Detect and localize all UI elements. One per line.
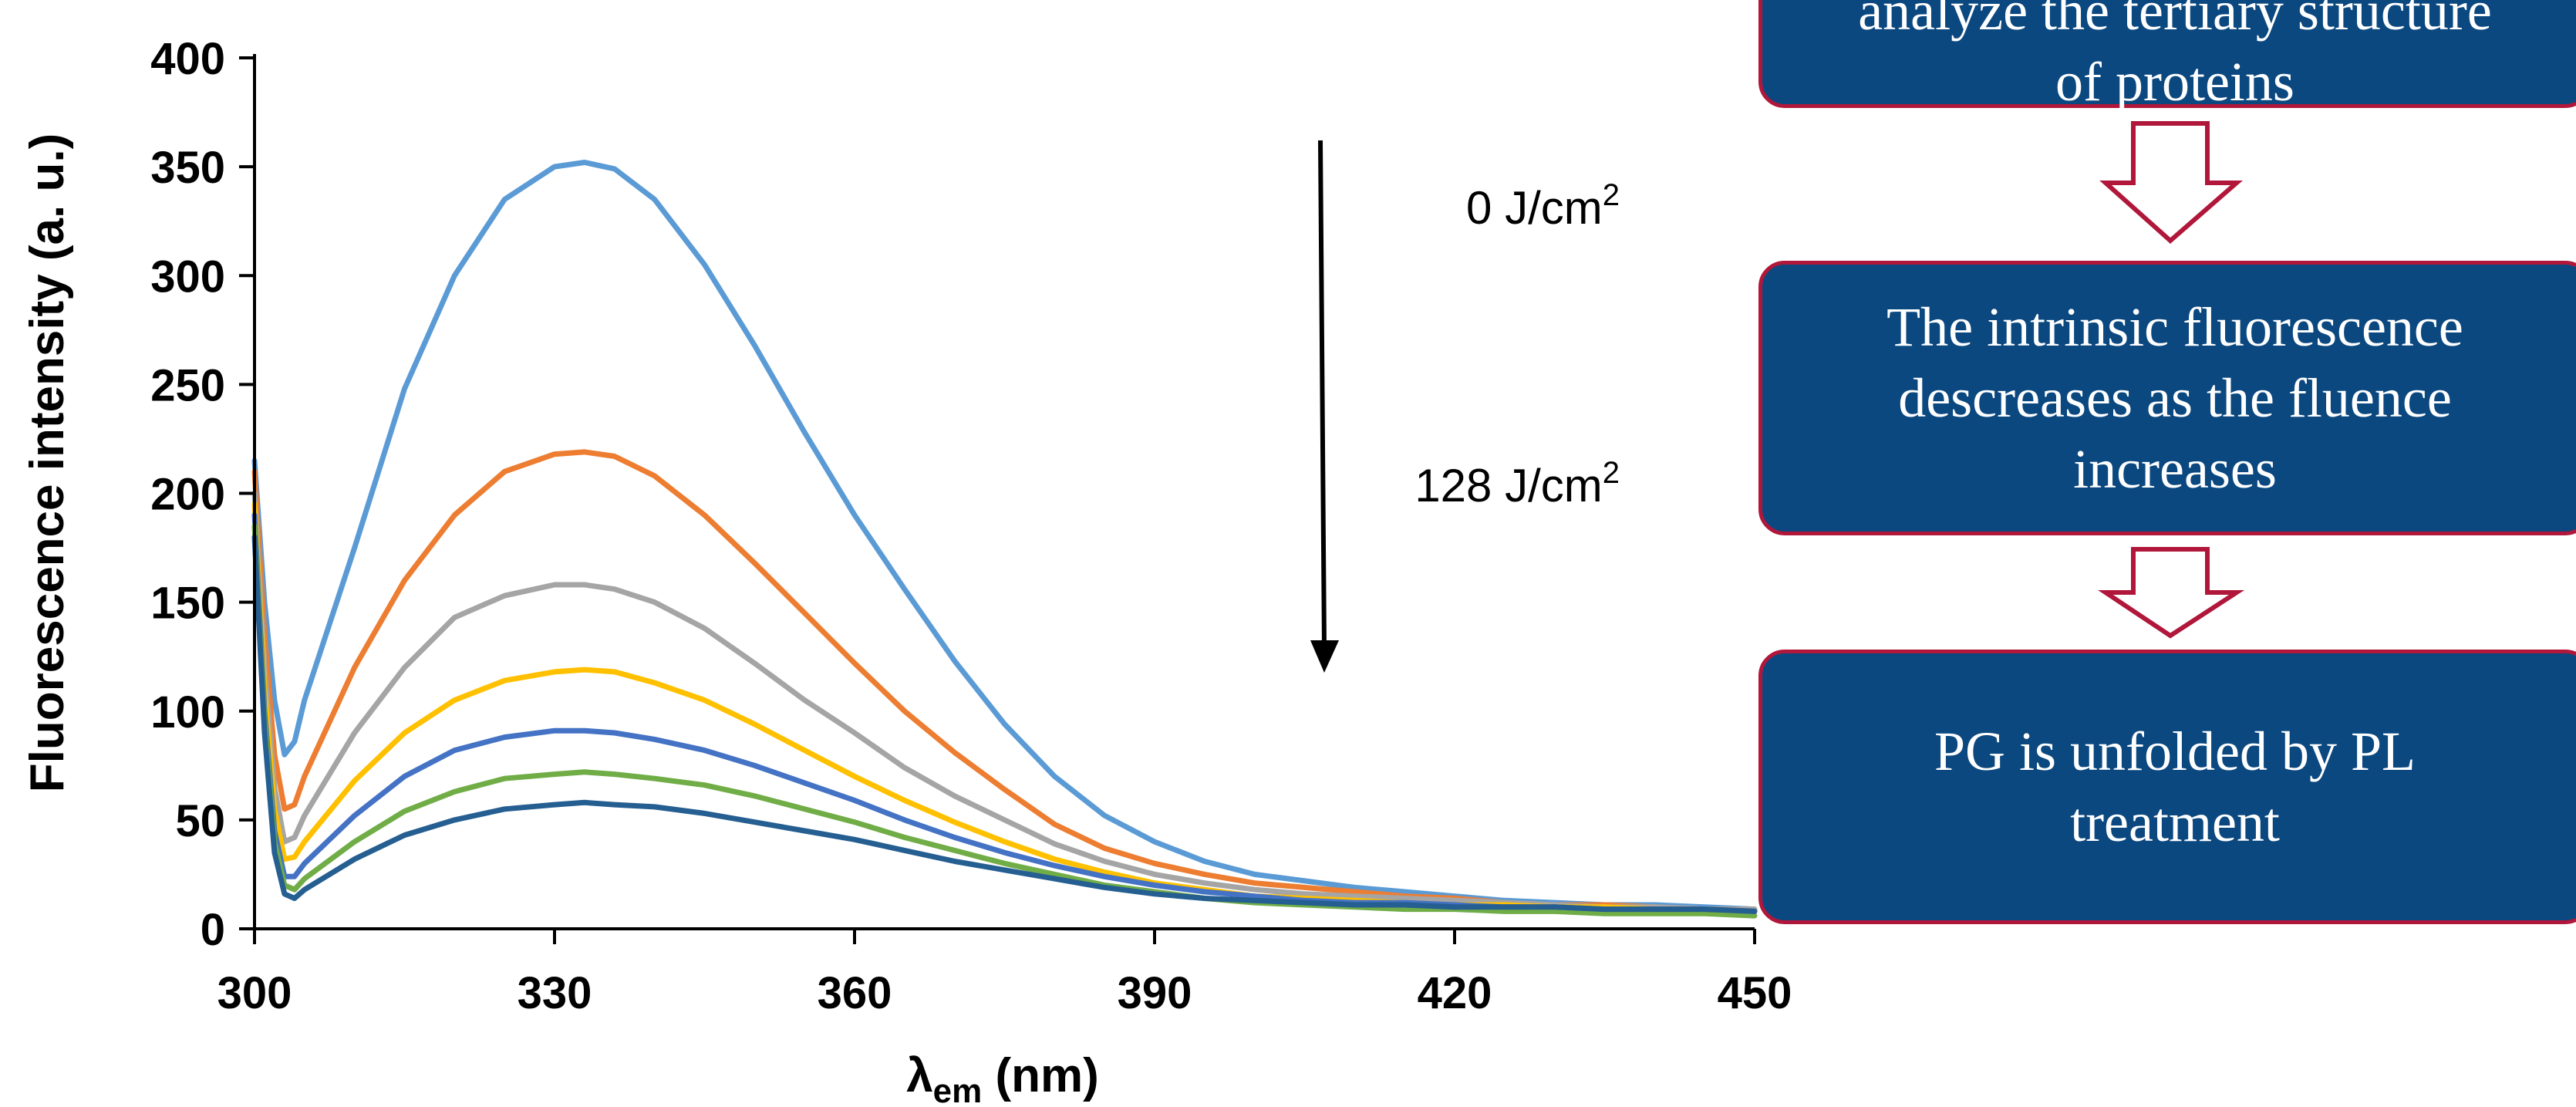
x-tick-label-360: 360 <box>818 968 892 1018</box>
series-line-5 <box>251 512 1758 914</box>
x-axis-label-subscript: em <box>933 1072 983 1107</box>
series-line-3 <box>251 491 1758 913</box>
y-tick-label-50: 50 <box>175 796 225 846</box>
y-tick-label-150: 150 <box>150 579 225 629</box>
flow-box-tertiary-structure: analyze the tertiary structure of protei… <box>1758 0 2576 113</box>
flow-box-3-line-2: treatment <box>2070 791 2280 853</box>
annotation-0-fluence: 0 J/cm2 <box>1466 178 1620 234</box>
y-tick-label-250: 250 <box>150 360 225 410</box>
flow-box-1-line-1: analyze the tertiary structure <box>1858 0 2492 42</box>
series-line-7 <box>251 534 1758 914</box>
flow-box-pg-unfolded-text: PG is unfolded by PL treatment <box>1934 716 2416 858</box>
x-tick-label-390: 390 <box>1118 968 1192 1018</box>
y-tick-label-400: 400 <box>150 34 225 84</box>
x-axis-label: λem (nm) <box>906 1049 1099 1107</box>
x-tick-label-420: 420 <box>1418 968 1492 1018</box>
fluence-arrow <box>1310 140 1339 673</box>
annotation-128-fluence: 128 J/cm2 <box>1414 456 1620 511</box>
annotation-0-fluence-sup: 2 <box>1603 178 1620 212</box>
flow-arrow-down-2 <box>2098 547 2245 639</box>
flow-arrow-down-1 <box>2099 121 2244 245</box>
flow-box-pg-unfolded: PG is unfolded by PL treatment <box>1758 650 2576 924</box>
y-tick-label-200: 200 <box>150 470 225 520</box>
annotation-128-fluence-sup: 2 <box>1603 456 1620 490</box>
y-axis-label: Fluorescence intensity (a. u.) <box>21 133 74 792</box>
x-tick-label-330: 330 <box>518 968 592 1018</box>
flow-box-fluorescence-decrease: The intrinsic fluorescence descreases as… <box>1758 261 2576 535</box>
axes-group <box>239 54 1756 944</box>
annotation-128-fluence-value: 128 J/cm <box>1414 460 1602 511</box>
y-tick-label-0: 0 <box>201 905 225 955</box>
annotation-0-fluence-value: 0 J/cm <box>1466 182 1603 234</box>
y-tick-label-100: 100 <box>150 687 225 737</box>
series-line-1 <box>251 160 1758 913</box>
flow-box-fluorescence-decrease-text: The intrinsic fluorescence descreases as… <box>1886 292 2463 505</box>
flow-box-2-line-2: descreases as the fluence <box>1898 367 2452 429</box>
y-tick-label-300: 300 <box>150 251 225 302</box>
x-axis-label-main: λ <box>906 1049 932 1102</box>
flow-box-3-line-1: PG is unfolded by PL <box>1934 721 2416 782</box>
flow-box-2-line-1: The intrinsic fluorescence <box>1886 296 2463 358</box>
x-tick-label-450: 450 <box>1718 968 1792 1018</box>
plot-series-group <box>251 160 1758 919</box>
flow-box-tertiary-structure-text: analyze the tertiary structure of protei… <box>1858 0 2492 117</box>
x-tick-label-300: 300 <box>217 968 292 1018</box>
y-tick-label-350: 350 <box>150 143 225 193</box>
flow-box-1-line-2: of proteins <box>2055 51 2294 113</box>
flow-box-2-line-3: increases <box>2073 438 2277 500</box>
x-axis-label-unit: (nm) <box>982 1049 1099 1102</box>
tick-labels-group: 0 50 100 150 200 250 300 350 400 300 330 360 390 420 4… <box>150 34 1792 1018</box>
